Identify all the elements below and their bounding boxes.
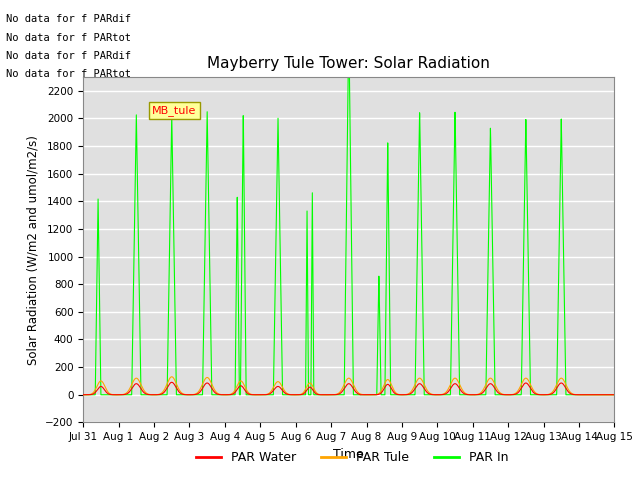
Legend: PAR Water, PAR Tule, PAR In: PAR Water, PAR Tule, PAR In <box>191 446 513 469</box>
Text: No data for f PARtot: No data for f PARtot <box>6 69 131 79</box>
Text: No data for f PARdif: No data for f PARdif <box>6 14 131 24</box>
X-axis label: Time: Time <box>333 448 364 461</box>
Y-axis label: Solar Radiation (W/m2 and umol/m2/s): Solar Radiation (W/m2 and umol/m2/s) <box>26 135 40 364</box>
Title: Mayberry Tule Tower: Solar Radiation: Mayberry Tule Tower: Solar Radiation <box>207 57 490 72</box>
Text: No data for f PARtot: No data for f PARtot <box>6 33 131 43</box>
Text: No data for f PARdif: No data for f PARdif <box>6 51 131 61</box>
Text: MB_tule: MB_tule <box>152 105 196 116</box>
